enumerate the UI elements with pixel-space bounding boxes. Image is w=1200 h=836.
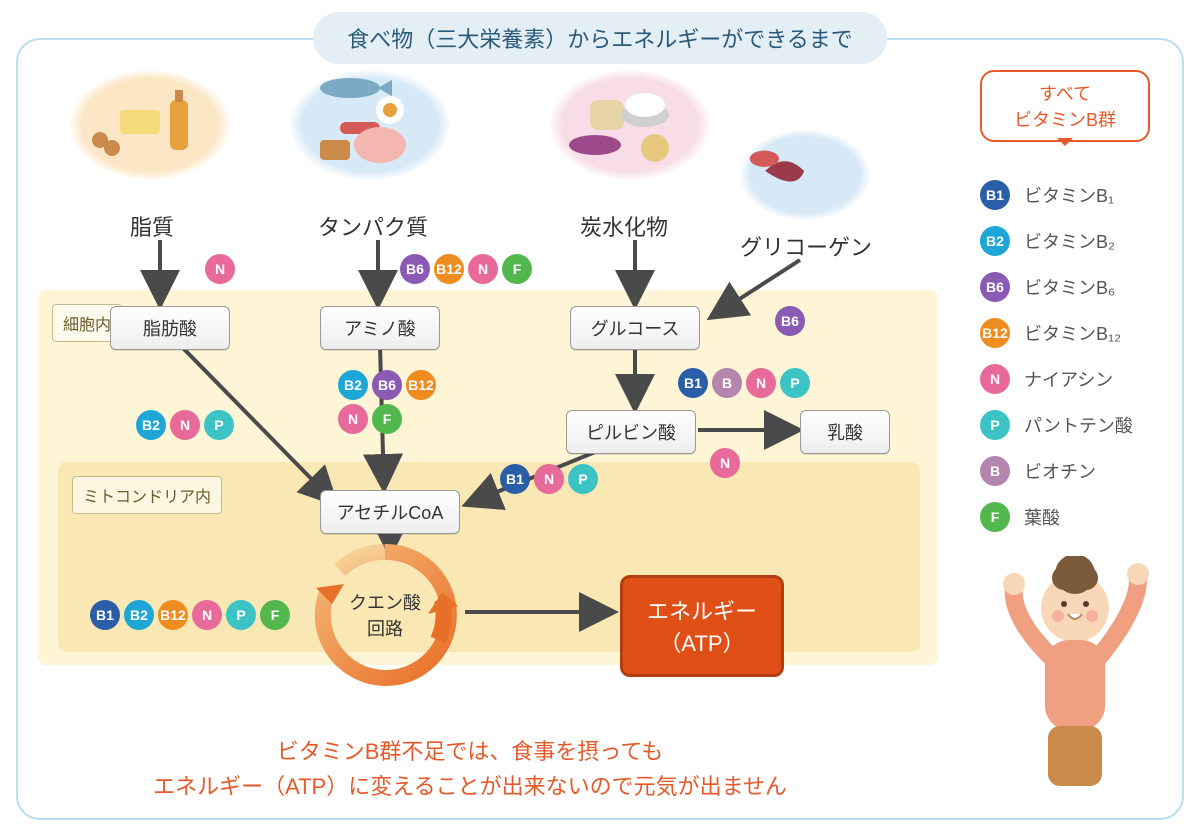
- badge-b6: B6: [400, 254, 430, 284]
- badge-p: P: [780, 368, 810, 398]
- legend-badge-b: B: [980, 456, 1010, 486]
- energy-label-1: エネルギー: [647, 594, 757, 626]
- legend-badge-f: F: [980, 502, 1010, 532]
- legend-item-f: F 葉酸: [980, 502, 1060, 532]
- legend-badge-b2: B2: [980, 226, 1010, 256]
- legend-item-p: P パントテン酸: [980, 410, 1133, 440]
- badge-b12: B12: [406, 370, 436, 400]
- badge-b12: B12: [158, 600, 188, 630]
- badge-f: F: [502, 254, 532, 284]
- badge-p: P: [204, 410, 234, 440]
- legend-label: ナイアシン: [1024, 366, 1113, 392]
- badge-b1: B1: [500, 464, 530, 494]
- energy-box: エネルギー （ATP）: [620, 575, 784, 677]
- box-fatty_acid: 脂肪酸: [110, 306, 230, 350]
- legend-badge-p: P: [980, 410, 1010, 440]
- legend-item-b6: B6 ビタミンB₆: [980, 272, 1115, 302]
- label-fat: 脂質: [130, 210, 174, 242]
- badge-p: P: [568, 464, 598, 494]
- cycle-label-1: クエン酸: [349, 589, 421, 615]
- badge-n: N: [192, 600, 222, 630]
- energy-label-2: （ATP）: [647, 626, 757, 658]
- food-glycogen-icon: [740, 130, 870, 220]
- legend-item-b1: B1 ビタミンB₁: [980, 180, 1114, 210]
- badge-b1: B1: [678, 368, 708, 398]
- food-carb-icon: [550, 70, 710, 180]
- legend-item-b12: B12 ビタミンB₁₂: [980, 318, 1121, 348]
- box-lactate: 乳酸: [800, 410, 890, 454]
- label-carb: 炭水化物: [580, 210, 668, 242]
- badge-n: N: [534, 464, 564, 494]
- badge-b2: B2: [124, 600, 154, 630]
- legend-badge-b6: B6: [980, 272, 1010, 302]
- badge-b6: B6: [372, 370, 402, 400]
- legend-label: 葉酸: [1024, 504, 1060, 530]
- legend-label: パントテン酸: [1024, 412, 1133, 438]
- food-protein-icon: [290, 70, 450, 180]
- legend-label: ビタミンB₁: [1024, 182, 1114, 208]
- citric-acid-cycle: クエン酸 回路: [310, 540, 460, 690]
- badge-b: B: [712, 368, 742, 398]
- caption-line-1: ビタミンB群不足では、食事を摂っても: [60, 734, 880, 769]
- badge-n: N: [205, 254, 235, 284]
- cycle-label-2: 回路: [367, 615, 403, 641]
- legend-label: ビタミンB₂: [1024, 228, 1115, 254]
- badge-n: N: [170, 410, 200, 440]
- label-protein: タンパク質: [318, 210, 428, 242]
- badge-p: P: [226, 600, 256, 630]
- badge-n: N: [468, 254, 498, 284]
- badge-b2: B2: [338, 370, 368, 400]
- badge-b6: B6: [775, 306, 805, 336]
- box-amino_acid: アミノ酸: [320, 306, 440, 350]
- legend-item-n: N ナイアシン: [980, 364, 1113, 394]
- box-glucose: グルコース: [570, 306, 700, 350]
- page-title: 食べ物（三大栄養素）からエネルギーができるまで: [313, 12, 887, 64]
- legend-badge-n: N: [980, 364, 1010, 394]
- legend-item-b: B ビオチン: [980, 456, 1096, 486]
- badge-b12: B12: [434, 254, 464, 284]
- mito-label: ミトコンドリア内: [72, 476, 222, 514]
- badge-n: N: [746, 368, 776, 398]
- label-glycogen: グリコーゲン: [740, 230, 872, 262]
- legend-title: すべて ビタミンB群: [980, 70, 1150, 142]
- legend-label: ビタミンB₁₂: [1024, 320, 1121, 346]
- badge-b1: B1: [90, 600, 120, 630]
- badge-f: F: [260, 600, 290, 630]
- caption-line-2: エネルギー（ATP）に変えることが出来ないので元気が出ません: [60, 769, 880, 804]
- legend-badge-b12: B12: [980, 318, 1010, 348]
- box-acetyl: アセチルCoA: [320, 490, 460, 534]
- box-pyruvate: ピルビン酸: [566, 410, 696, 454]
- badge-n: N: [338, 404, 368, 434]
- legend-item-b2: B2 ビタミンB₂: [980, 226, 1115, 256]
- badge-f: F: [372, 404, 402, 434]
- badge-n: N: [710, 448, 740, 478]
- food-fat-icon: [70, 70, 230, 180]
- legend-label: ビオチン: [1024, 458, 1096, 484]
- badge-b2: B2: [136, 410, 166, 440]
- legend-line-2: ビタミンB群: [1002, 106, 1128, 132]
- legend-line-1: すべて: [1039, 84, 1091, 104]
- legend-badge-b1: B1: [980, 180, 1010, 210]
- bottom-caption: ビタミンB群不足では、食事を摂っても エネルギー（ATP）に変えることが出来ない…: [60, 734, 880, 804]
- legend-label: ビタミンB₆: [1024, 274, 1115, 300]
